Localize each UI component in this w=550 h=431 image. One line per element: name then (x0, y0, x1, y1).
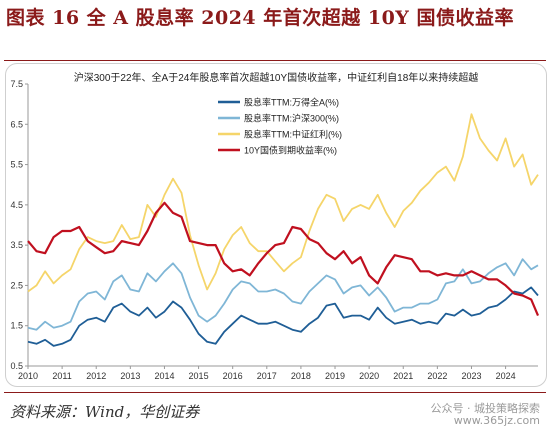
figure-title: 图表 16 全 A 股息率 2024 年首次超越 10Y 国债收益率 (6, 7, 514, 29)
x-tick-label: 2024 (496, 371, 516, 381)
legend-label: 股息率TTM:中证红利(%) (244, 129, 342, 140)
x-tick-label: 2015 (189, 371, 209, 381)
series-line-4 (27, 201, 540, 317)
chart-series (27, 113, 540, 347)
x-tick-label: 2022 (427, 371, 447, 381)
y-tick-label: 2.5 (10, 280, 23, 290)
title-divider (4, 60, 546, 61)
x-tick-label: 2011 (52, 371, 71, 381)
line-chart: 沪深300于22年、全A于24年股息率首次超越10Y国债收益率，中证红利自18年… (10, 71, 540, 381)
x-tick-label: 2010 (18, 371, 38, 381)
x-tick-label: 2021 (393, 371, 413, 381)
x-tick-label: 2012 (86, 371, 106, 381)
chart-title: 沪深300于22年、全A于24年股息率首次超越10Y国债收益率，中证红利自18年… (74, 71, 479, 84)
chart-panel: 沪深300于22年、全A于24年股息率首次超越10Y国债收益率，中证红利自18年… (5, 63, 547, 387)
x-tick-label: 2023 (461, 371, 481, 381)
y-tick-label: 1.5 (10, 321, 23, 331)
y-tick-label: 3.5 (10, 240, 23, 250)
y-tick-label: 0.5 (10, 361, 23, 371)
watermark-url: www.365jz.com (453, 414, 540, 427)
x-tick-label: 2017 (257, 371, 277, 381)
y-tick-label: 6.5 (10, 119, 23, 129)
footer-divider (4, 392, 546, 393)
x-tick-label: 2013 (120, 371, 140, 381)
chart-legend: 股息率TTM:万得全A(%) 股息率TTM:沪深300(%) 股息率TTM:中证红利… (218, 97, 342, 156)
legend-label: 股息率TTM:万得全A(%) (244, 97, 339, 108)
x-tick-label: 2016 (223, 371, 243, 381)
legend-label: 10Y国债到期收益率(%) (244, 145, 337, 156)
source-note: 资料来源：Wind，华创证券 (10, 403, 200, 421)
legend-label: 股息率TTM:沪深300(%) (244, 113, 339, 124)
y-tick-label: 7.5 (10, 79, 23, 89)
y-tick-label: 4.5 (10, 200, 23, 210)
y-tick-label: 5.5 (10, 160, 23, 170)
x-tick-label: 2018 (291, 371, 311, 381)
chart-axes: 0.5 1.5 2.5 3.5 4.5 5.5 6.5 7.5 2010 2011 2012 2013… (10, 79, 538, 381)
x-tick-label: 2014 (154, 371, 174, 381)
series-line-3 (27, 113, 539, 293)
x-tick-label: 2020 (359, 371, 379, 381)
series-line-1 (27, 286, 539, 347)
x-tick-label: 2019 (325, 371, 345, 381)
watermark: 公众号 · 城投策略探索 (430, 402, 541, 415)
series-line-2 (27, 258, 539, 331)
